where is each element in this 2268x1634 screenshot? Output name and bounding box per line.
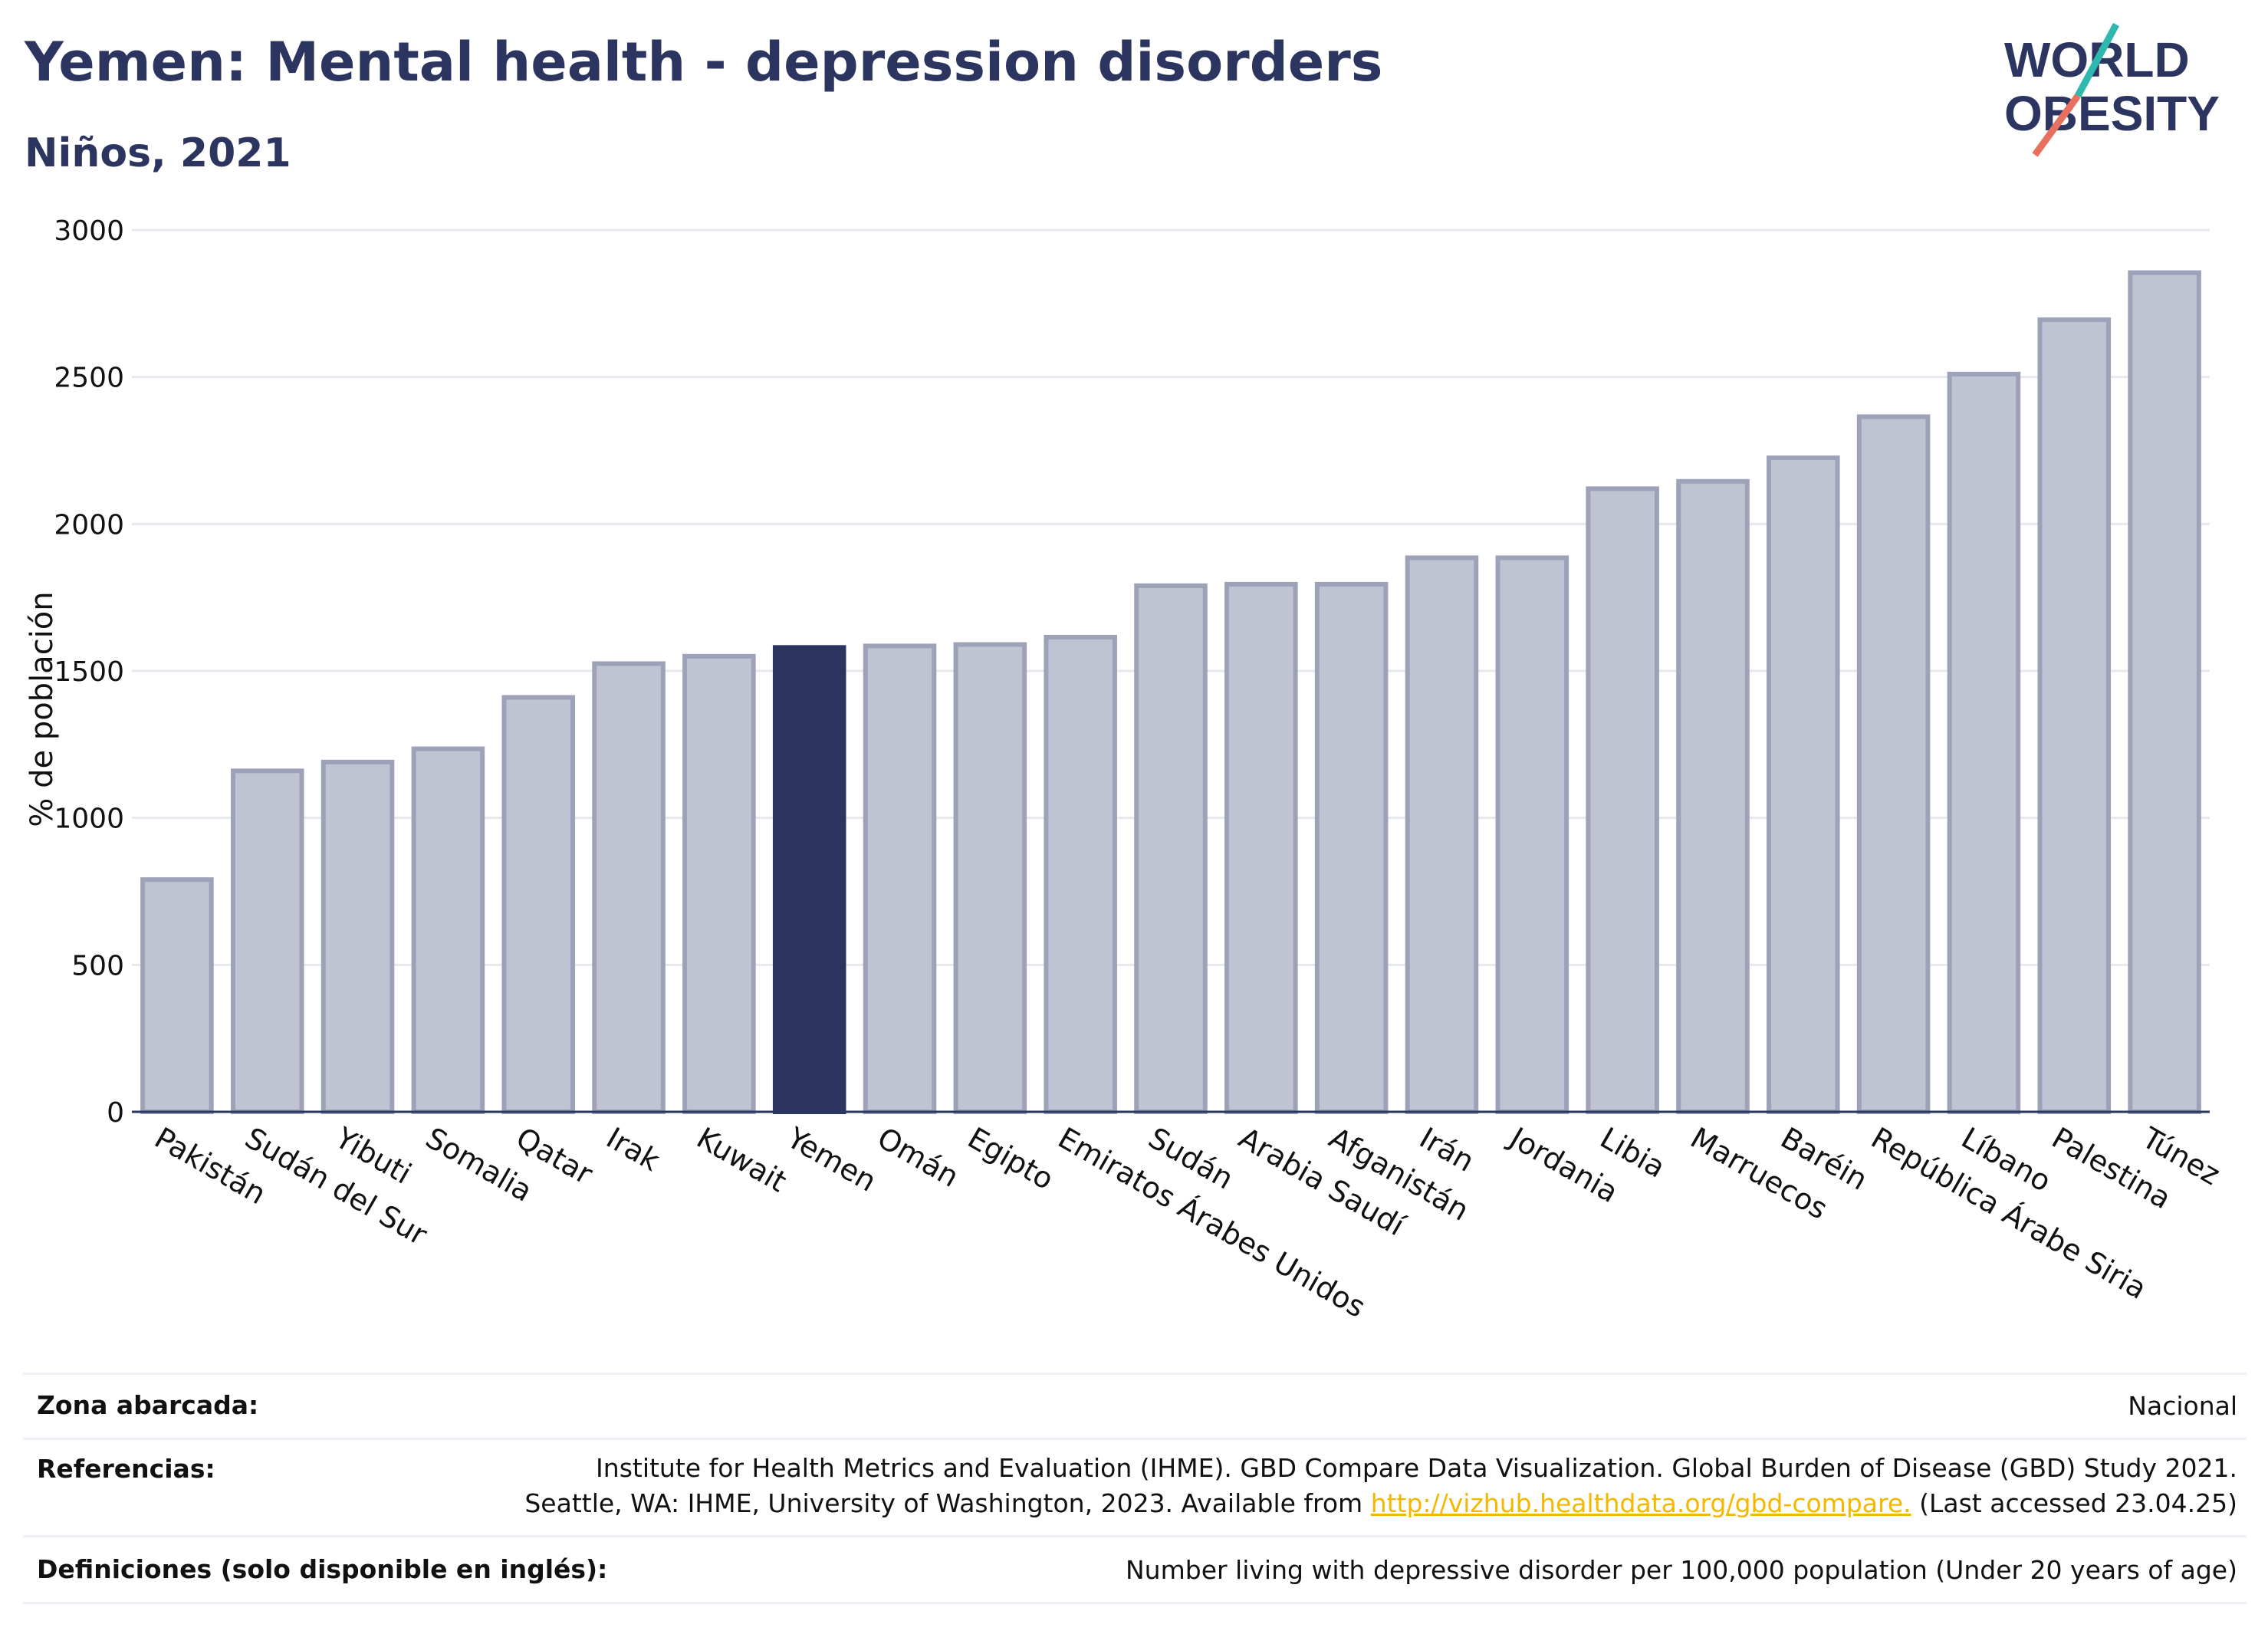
bar-Omán[interactable] <box>863 643 937 1114</box>
references-label: Referencias: <box>37 1454 215 1484</box>
bar-Baréin[interactable] <box>1767 455 1840 1114</box>
bar-Palestina[interactable] <box>2037 317 2112 1115</box>
logo-slash-coral <box>2032 94 2081 157</box>
x-tick-label: Omán <box>872 1121 965 1194</box>
bar-Líbano[interactable] <box>1947 371 2021 1115</box>
y-axis-label: % de población <box>25 591 60 827</box>
references-line-1: Institute for Health Metrics and Evaluat… <box>596 1453 2237 1483</box>
logo-word-obesity: OBESITY <box>2004 86 2220 141</box>
bar-República Árabe Siria[interactable] <box>1856 414 1931 1114</box>
bar-Pakistán[interactable] <box>140 877 214 1114</box>
bar-Arabia Saudí[interactable] <box>1224 581 1298 1114</box>
footer-row-definitions: Definiciones (solo disponible en inglés)… <box>23 1535 2247 1604</box>
logo-slash-teal <box>2075 23 2119 98</box>
y-tick-label: 2000 <box>54 509 124 541</box>
bar-Egipto[interactable] <box>953 642 1027 1114</box>
zone-value: Nacional <box>2128 1391 2237 1421</box>
bar-Marruecos[interactable] <box>1676 478 1750 1114</box>
definitions-value: Number living with depressive disorder p… <box>1126 1555 2237 1585</box>
x-tick-label: Egipto <box>962 1121 1060 1197</box>
y-tick-label: 0 <box>107 1097 124 1129</box>
bar-Kuwait[interactable] <box>682 653 756 1114</box>
references-value: Institute for Health Metrics and Evaluat… <box>524 1451 2237 1521</box>
world-obesity-logo: WORLD OBESITY <box>2004 23 2220 157</box>
bar-Yibuti[interactable] <box>320 759 395 1114</box>
bar-Afganistán[interactable] <box>1314 581 1389 1114</box>
chart-subtitle: Niños, 2021 <box>25 130 291 176</box>
bars <box>140 270 2201 1115</box>
x-tick-label: Kuwait <box>691 1121 792 1199</box>
y-tick-labels: 0 500 1000 1500 2000 2500 3000 <box>54 215 124 1129</box>
bar-Irán[interactable] <box>1405 555 1479 1114</box>
references-link[interactable]: http://vizhub.healthdata.org/gbd-compare… <box>1370 1488 1911 1518</box>
chart-title: Yemen: Mental health - depression disord… <box>25 31 1383 94</box>
x-tick-label: Irak <box>601 1121 666 1178</box>
bar-Sudán[interactable] <box>1134 583 1208 1114</box>
references-line-2-text: Seattle, WA: IHME, University of Washing… <box>524 1488 1371 1518</box>
bar-Emiratos Árabes Unidos[interactable] <box>1044 634 1117 1114</box>
zone-label: Zona abarcada: <box>37 1390 259 1420</box>
bar-Somalia[interactable] <box>411 746 485 1114</box>
y-tick-label: 1000 <box>54 804 124 835</box>
bar-Qatar[interactable] <box>501 695 575 1114</box>
definitions-label: Definiciones (solo disponible en inglés)… <box>37 1554 608 1584</box>
footer-row-zone: Zona abarcada: Nacional <box>23 1373 2247 1438</box>
y-tick-label: 1500 <box>54 656 124 688</box>
bar-Irak[interactable] <box>592 661 666 1114</box>
bar-Sudán del Sur[interactable] <box>230 768 304 1114</box>
bar-Yemen[interactable] <box>772 645 846 1114</box>
bar-Jordania[interactable] <box>1495 555 1570 1114</box>
references-line-2: Seattle, WA: IHME, University of Washing… <box>524 1486 2237 1521</box>
references-line-2-suffix: (Last accessed 23.04.25) <box>1911 1488 2237 1518</box>
x-tick-label: Yemen <box>781 1120 882 1198</box>
footer-row-references: Referencias: Institute for Health Metric… <box>23 1438 2247 1535</box>
y-tick-label: 500 <box>71 950 124 981</box>
bar-Libia[interactable] <box>1586 486 1659 1114</box>
y-tick-label: 2500 <box>54 363 124 394</box>
bar-Túnez[interactable] <box>2128 270 2201 1114</box>
footer-table: Zona abarcada: Nacional Referencias: Ins… <box>23 1373 2247 1604</box>
y-tick-label: 3000 <box>54 215 124 247</box>
